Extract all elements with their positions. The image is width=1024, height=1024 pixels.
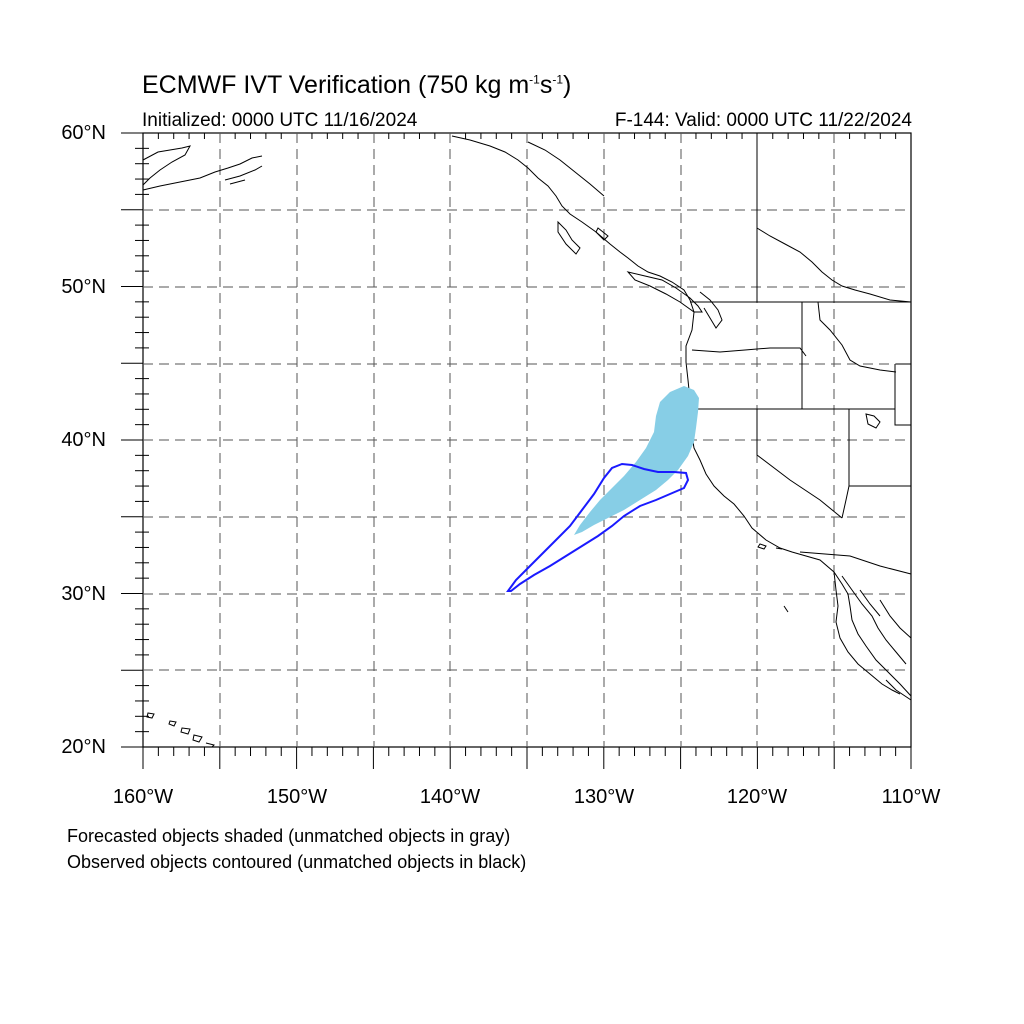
lat-label-50n: 50°N (61, 276, 106, 298)
lat-label-30n: 30°N (61, 583, 106, 605)
lat-label-40n: 40°N (61, 429, 106, 451)
lon-label-140w: 140°W (419, 786, 481, 808)
lon-label-160w: 160°W (112, 786, 174, 808)
graticule (143, 133, 911, 747)
footnote-observed: Observed objects contoured (unmatched ob… (67, 852, 527, 872)
lon-label-130w: 130°W (573, 786, 635, 808)
lon-label-150w: 150°W (266, 786, 328, 808)
political-borders (685, 133, 912, 575)
valid-time: F-144: Valid: 0000 UTC 11/22/2024 (614, 110, 912, 131)
observed-ivt-contour (506, 462, 690, 592)
axis-ticks (121, 132, 912, 769)
lat-label-60n: 60°N (61, 122, 106, 144)
map-title: ECMWF IVT Verification (750 kg m-1s-1) (142, 71, 572, 99)
init-time: Initialized: 0000 UTC 11/16/2024 (142, 110, 418, 131)
lon-label-120w: 120°W (726, 786, 788, 808)
lon-label-110w: 110°W (881, 786, 941, 808)
coastlines (142, 135, 912, 748)
forecast-ivt-object (574, 386, 699, 535)
lat-label-20n: 20°N (61, 736, 106, 758)
footnote-forecast: Forecasted objects shaded (unmatched obj… (67, 826, 511, 846)
